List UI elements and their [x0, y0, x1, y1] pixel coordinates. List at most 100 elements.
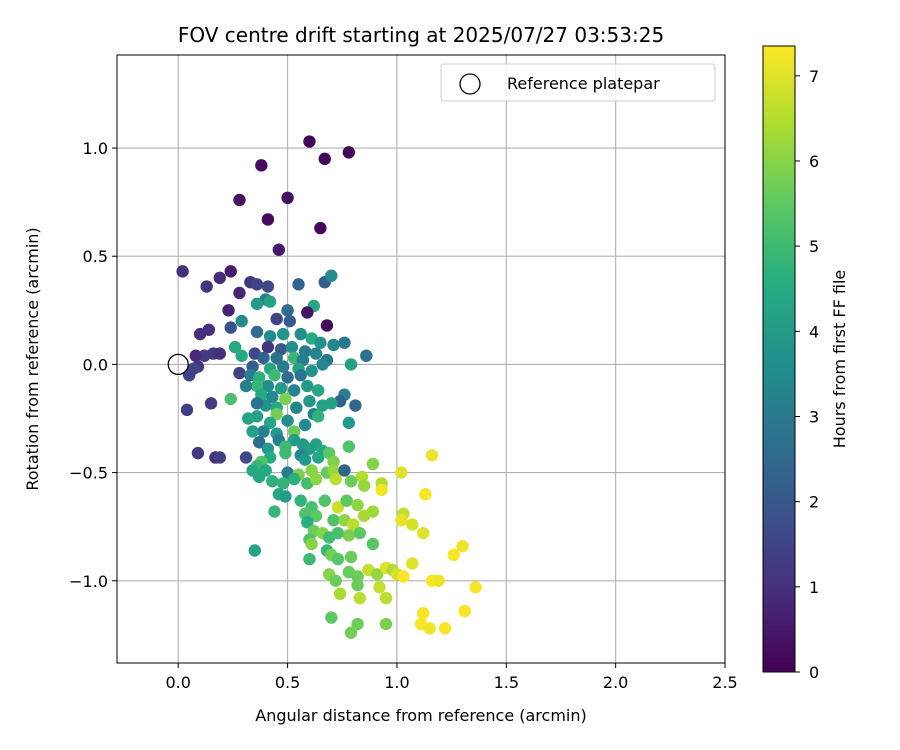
scatter-point — [371, 568, 384, 581]
scatter-point — [318, 494, 331, 507]
scatter-point — [224, 321, 237, 334]
scatter-point — [395, 466, 408, 479]
scatter-point — [338, 464, 351, 477]
scatter-point — [277, 327, 290, 341]
scatter-point — [303, 442, 316, 455]
scatter-point — [281, 191, 294, 205]
scatter-point — [193, 327, 207, 341]
scatter-point — [261, 213, 275, 226]
scatter-point — [303, 552, 316, 566]
scatter-point — [353, 591, 366, 605]
scatter-point — [342, 146, 356, 159]
scatter-point — [325, 269, 338, 282]
scatter-point — [305, 537, 318, 551]
scatter-point — [395, 513, 408, 527]
scatter-point — [303, 135, 316, 148]
scatter-point — [301, 306, 314, 319]
scatter-point — [270, 407, 283, 421]
scatter-point — [379, 591, 393, 605]
scatter-point — [176, 265, 189, 278]
scatter-point — [277, 360, 290, 373]
scatter-point — [458, 604, 471, 618]
scatter-point — [268, 369, 281, 382]
scatter-point — [333, 587, 347, 600]
scatter-point — [213, 271, 226, 285]
legend: Reference platepar — [440, 63, 716, 102]
scatter-point — [250, 397, 264, 410]
scatter-point — [397, 570, 410, 583]
scatter-point — [344, 550, 358, 564]
scatter-point — [357, 479, 371, 492]
scatter-point — [309, 472, 323, 486]
scatter-point — [327, 338, 340, 352]
scatter-point — [419, 488, 432, 501]
x-tick-label: 2.0 — [603, 673, 628, 692]
x-tick-label: 1.0 — [384, 673, 409, 692]
scatter-point — [294, 494, 307, 507]
scatter-point — [279, 392, 292, 406]
scatter-point — [263, 330, 277, 343]
scatter-point — [268, 505, 281, 518]
colorbar-tick-label: 3 — [809, 407, 819, 426]
scatter-point — [316, 399, 329, 412]
scatter-point — [270, 351, 283, 365]
scatter-point — [290, 401, 303, 414]
x-axis-ticks: 0.0 0.5 1.0 1.5 2.0 2.5 — [166, 663, 738, 692]
scatter-point — [347, 518, 360, 531]
scatter-point — [283, 314, 296, 328]
scatter-point — [309, 509, 323, 523]
y-tick-label: 1.0 — [83, 139, 108, 158]
scatter-point — [274, 382, 288, 395]
scatter-point — [252, 470, 266, 484]
scatter-point — [224, 392, 237, 406]
scatter-point — [266, 475, 279, 488]
y-tick-label: 0.5 — [83, 247, 108, 266]
scatter-point — [272, 243, 286, 256]
scatter-point — [351, 617, 364, 631]
scatter-point — [353, 526, 366, 540]
plot-frame — [116, 54, 726, 664]
colorbar-tick-label: 6 — [809, 152, 819, 171]
scatter-point — [447, 548, 461, 562]
scatter-point — [242, 412, 255, 425]
scatter-point — [182, 369, 196, 382]
scatter-point — [298, 418, 312, 432]
scatter-point — [432, 574, 445, 587]
scatter-point — [342, 416, 356, 430]
colorbar-tick-label: 2 — [809, 493, 819, 512]
legend-label: Reference platepar — [507, 74, 660, 93]
scatter-point — [338, 336, 351, 349]
scatter-point — [285, 340, 299, 354]
scatter-point — [366, 537, 380, 551]
colorbar: 0 1 2 3 4 5 6 7 Hours from first FF file — [762, 45, 849, 682]
scatter-point — [314, 221, 327, 235]
x-tick-label: 1.5 — [494, 673, 519, 692]
scatter-point — [342, 529, 356, 542]
scatter-point — [373, 581, 386, 594]
scatter-point — [248, 544, 261, 557]
scatter-point — [224, 265, 237, 278]
scatter-point — [303, 394, 316, 408]
scatter-point — [406, 518, 419, 531]
scatter-point — [261, 379, 275, 393]
scatter-point — [344, 358, 358, 371]
y-tick-label: 0.0 — [83, 355, 108, 374]
legend-marker — [459, 73, 481, 95]
scatter-point — [305, 364, 318, 378]
scatter-point — [266, 390, 279, 404]
scatter-point — [191, 446, 205, 460]
x-axis-label: Angular distance from reference (arcmin) — [255, 706, 586, 725]
colorbar-label: Hours from first FF file — [830, 270, 849, 449]
scatter-point — [360, 349, 373, 362]
scatter-point — [204, 397, 218, 410]
scatter-point — [366, 457, 380, 471]
scatter-point — [314, 336, 327, 349]
legend-box — [440, 63, 716, 102]
colorbar-tick-label: 5 — [809, 237, 819, 256]
scatter-point — [257, 351, 270, 365]
y-tick-label: −1.0 — [69, 572, 108, 591]
scatter-point — [331, 501, 345, 514]
scatter-point — [406, 557, 419, 570]
scatter-point — [329, 574, 342, 587]
